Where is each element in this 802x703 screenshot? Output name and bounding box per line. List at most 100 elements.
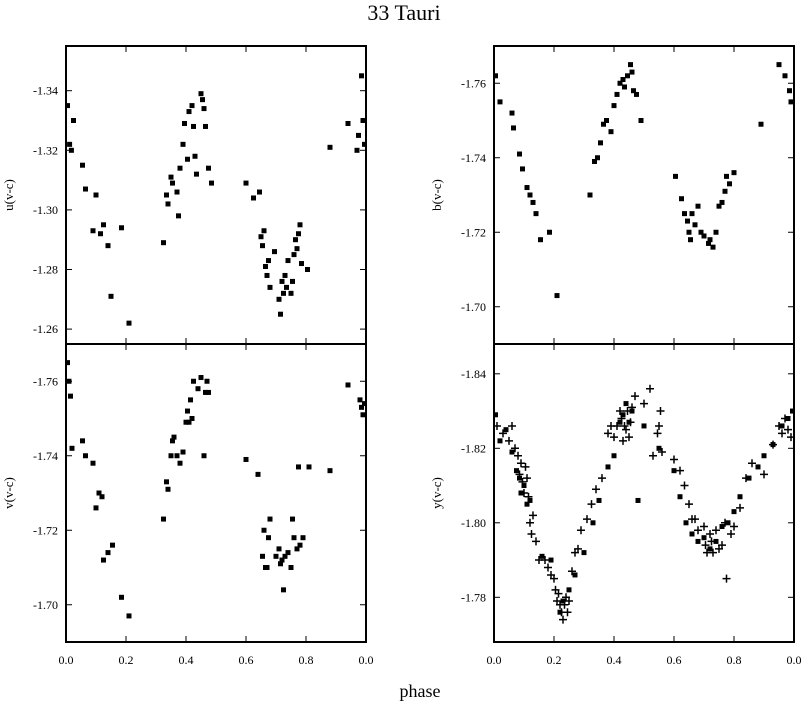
point-y-1-49 (623, 407, 632, 416)
point-y-0-42 (755, 464, 761, 470)
point-y-1-85 (769, 440, 777, 449)
point-y-0-29 (671, 468, 677, 474)
point-u-0-25 (186, 109, 192, 115)
point-v-0-60 (345, 382, 351, 388)
point-u-0-48 (278, 311, 283, 317)
y-tick-label-b-0: -1.70 (461, 300, 486, 314)
point-b-0-40 (698, 229, 704, 235)
point-y-1-62 (676, 466, 684, 475)
panel-frame-u (65, 45, 367, 345)
point-v-0-51 (288, 565, 294, 570)
point-v-0-59 (327, 468, 333, 474)
point-u-0-50 (281, 290, 286, 296)
point-y-0-47 (790, 408, 795, 414)
point-b-0-17 (601, 121, 606, 127)
point-b-0-11 (547, 229, 552, 235)
point-u-0-29 (194, 171, 199, 177)
point-y-1-30 (563, 608, 572, 617)
point-y-0-39 (731, 509, 737, 515)
point-y-0-19 (605, 464, 611, 470)
point-u-0-9 (101, 222, 106, 228)
point-b-0-12 (554, 293, 560, 299)
point-u-0-3 (71, 118, 76, 123)
point-y-1-13 (526, 518, 534, 527)
point-v-0-38 (260, 553, 265, 559)
point-y-0-28 (656, 445, 662, 451)
point-u-0-58 (294, 246, 300, 252)
point-b-0-23 (620, 77, 626, 83)
y-tick-label-v-1: -1.72 (33, 523, 58, 537)
point-y-0-11 (548, 557, 554, 563)
point-v-0-37 (255, 471, 261, 477)
point-v-0-5 (83, 453, 88, 459)
point-y-1-27 (559, 615, 567, 624)
point-y-0-2 (503, 427, 509, 433)
point-y-0-16 (581, 550, 587, 556)
x-tick-label-y-5: 0.0 (787, 653, 802, 667)
series-b-0 (493, 62, 794, 299)
point-b-0-29 (634, 91, 639, 97)
point-b-0-30 (638, 118, 644, 123)
point-y-1-35 (577, 526, 585, 535)
point-y-1-80 (730, 522, 738, 531)
point-b-0-49 (724, 173, 729, 179)
point-y-0-1 (497, 438, 503, 444)
point-u-0-63 (327, 144, 333, 150)
point-y-0-36 (713, 538, 719, 544)
point-b-0-4 (517, 151, 522, 157)
x-tick-label-y-2: 0.4 (607, 653, 622, 667)
point-u-0-65 (354, 147, 360, 153)
point-y-0-27 (641, 423, 647, 429)
point-v-0-29 (191, 378, 196, 384)
point-u-0-47 (276, 296, 282, 302)
point-u-0-35 (209, 180, 214, 186)
point-u-0-2 (68, 147, 74, 153)
point-y-0-43 (761, 453, 767, 459)
x-tick-label-y-4: 0.8 (727, 653, 742, 667)
point-y-1-59 (656, 407, 665, 416)
point-v-0-24 (183, 419, 189, 425)
point-y-0-30 (677, 494, 683, 500)
point-y-1-0 (493, 421, 501, 430)
point-u-0-0 (65, 103, 70, 109)
point-u-0-23 (182, 120, 187, 126)
point-b-0-21 (614, 91, 620, 97)
point-v-0-23 (180, 449, 186, 455)
point-u-0-26 (189, 103, 195, 109)
x-tick-label-y-1: 0.2 (547, 653, 562, 667)
series-v-0 (65, 360, 367, 619)
point-u-0-16 (165, 201, 171, 207)
point-b-0-45 (713, 229, 719, 235)
point-y-1-16 (532, 537, 540, 546)
point-b-0-26 (628, 62, 633, 68)
point-v-0-54 (294, 546, 300, 552)
point-v-0-42 (266, 535, 271, 541)
point-u-0-54 (288, 290, 294, 296)
point-b-0-27 (629, 69, 635, 75)
point-b-0-46 (716, 203, 722, 209)
point-b-0-10 (538, 237, 543, 243)
point-b-0-56 (788, 99, 794, 105)
point-y-1-66 (691, 515, 699, 524)
point-v-0-62 (359, 404, 364, 410)
point-y-1-14 (527, 529, 536, 538)
point-y-1-44 (616, 407, 624, 416)
point-u-0-46 (272, 249, 277, 255)
point-y-1-36 (583, 515, 591, 524)
point-b-0-25 (625, 73, 630, 79)
point-y-1-9 (520, 489, 528, 497)
point-u-0-40 (260, 243, 265, 249)
point-y-1-10 (521, 462, 530, 471)
point-u-0-28 (192, 153, 198, 159)
point-b-0-34 (685, 218, 690, 224)
point-y-1-57 (653, 429, 662, 438)
point-v-0-47 (279, 557, 285, 563)
point-v-0-36 (243, 456, 249, 462)
point-y-1-15 (529, 511, 537, 520)
point-v-0-45 (276, 546, 282, 552)
point-y-0-34 (701, 535, 707, 541)
point-y-0-20 (611, 453, 617, 459)
point-y-1-87 (778, 429, 786, 438)
point-y-1-48 (622, 425, 630, 434)
point-b-0-36 (688, 237, 693, 243)
